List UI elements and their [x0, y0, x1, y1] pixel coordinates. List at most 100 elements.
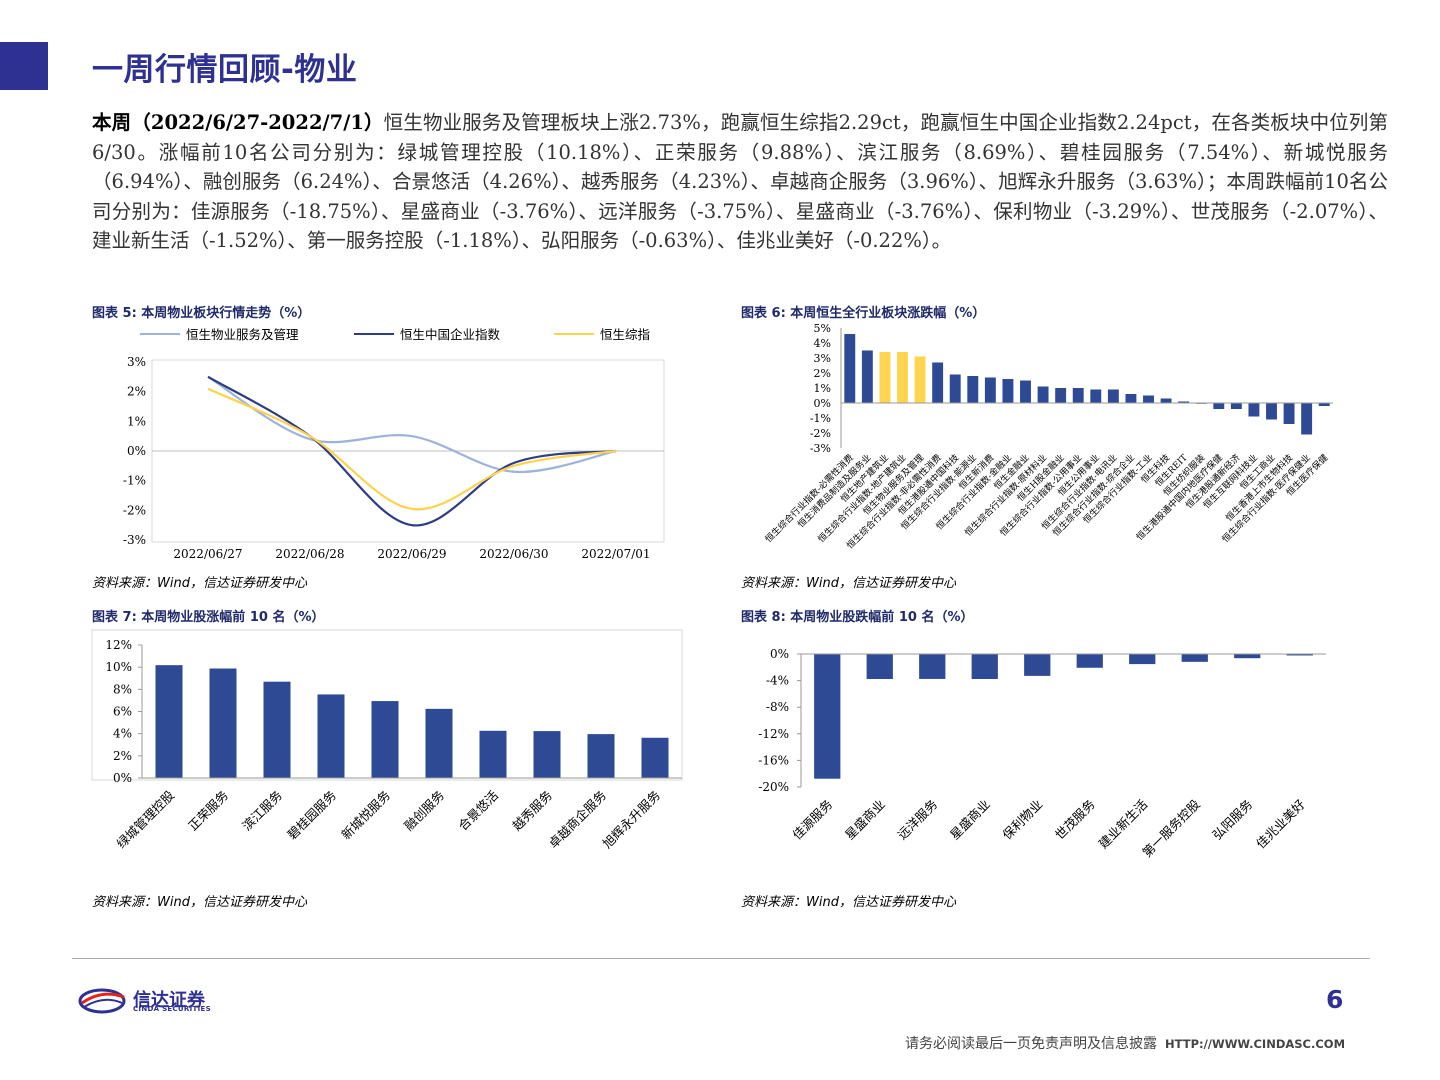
- y-tick-label: 8%: [113, 682, 132, 696]
- x-tick-label: 2022/06/30: [479, 547, 548, 561]
- bar-3: [897, 352, 908, 403]
- legend-label-1: 恒生中国企业指数: [400, 327, 501, 342]
- y-tick-label: -1%: [810, 412, 831, 425]
- y-tick-label: 0%: [113, 771, 132, 785]
- legend-label-0: 恒生物业服务及管理: [186, 327, 299, 342]
- bar-10: [1020, 380, 1031, 403]
- series-line-2: [207, 387, 617, 511]
- x-tick-label: 2022/06/29: [377, 547, 446, 561]
- bar-17: [1143, 395, 1154, 403]
- x-tick-label: 星盛商业: [947, 797, 993, 843]
- y-tick-label: -20%: [758, 780, 789, 794]
- bar-1: [209, 668, 237, 778]
- y-tick-label: 3%: [814, 352, 831, 365]
- bar-8: [984, 377, 996, 403]
- footer-divider: [72, 958, 1370, 959]
- y-tick-label: 12%: [105, 638, 132, 652]
- fig5-title: 图表 5: 本周物业板块行情走势（%）: [92, 306, 311, 321]
- bar-23: [1248, 403, 1260, 417]
- bar-3: [317, 694, 345, 778]
- cinda-logo-icon: [78, 988, 126, 1014]
- bar-18: [1160, 398, 1172, 403]
- bar-26: [1301, 403, 1313, 435]
- y-tick-label: 4%: [113, 727, 132, 741]
- bar-2: [263, 681, 291, 778]
- bar-16: [1125, 394, 1137, 403]
- fig5-source: 资料来源：Wind，信达证券研发中心: [92, 576, 307, 591]
- logo-text-en: CINDA SECURITIES: [133, 1005, 211, 1013]
- y-tick-label: 1%: [814, 382, 831, 395]
- x-tick-label: 世茂服务: [1052, 797, 1098, 843]
- bar-0: [814, 654, 841, 779]
- bar-9: [1002, 379, 1014, 403]
- y-tick-label: 3%: [127, 355, 146, 369]
- y-tick-label: 10%: [105, 660, 132, 674]
- bar-2: [919, 654, 946, 679]
- x-tick-label: 新城悦服务: [338, 788, 393, 843]
- bar-19: [1178, 401, 1190, 403]
- fig6-title: 图表 6: 本周恒生全行业板块涨跌幅（%）: [741, 306, 986, 321]
- bar-4: [371, 701, 399, 778]
- bar-4: [1024, 654, 1051, 676]
- y-tick-label: 0%: [770, 647, 789, 661]
- footer-disclaimer: 请务必阅读最后一页免责声明及信息披露 HTTP://WWW.CINDASC.COM: [905, 1033, 1345, 1053]
- summary-paragraph: 本周（2022/6/27-2022/7/1）恒生物业服务及管理板块上涨2.73%…: [92, 108, 1388, 256]
- bar-22: [1230, 403, 1242, 409]
- y-tick-label: -1%: [123, 474, 146, 488]
- corner-block: [0, 42, 48, 90]
- y-tick-label: -3%: [123, 533, 146, 547]
- bar-13: [1072, 388, 1084, 403]
- x-tick-label: 正荣服务: [185, 788, 231, 834]
- x-tick-label: 弘阳服务: [1209, 797, 1255, 843]
- bar-15: [1107, 389, 1119, 403]
- bar-0: [155, 665, 183, 778]
- page-title: 一周行情回顾-物业: [92, 52, 358, 88]
- y-tick-label: 2%: [113, 749, 132, 763]
- legend-label-2: 恒生综指: [600, 327, 650, 342]
- x-tick-label: 绿城管理控股: [113, 787, 177, 851]
- bar-9: [1286, 654, 1313, 656]
- bar-12: [1055, 388, 1067, 403]
- bar-6: [949, 374, 961, 403]
- bar-25: [1283, 403, 1295, 424]
- summary-lead: 本周（2022/6/27-2022/7/1）: [92, 111, 384, 134]
- chart-bar-all-sectors: 5%4%3%2%1%0%-1%-2%-3%恒生综合行业指数-必需性消费恒生消费品…: [763, 322, 1333, 551]
- y-tick-label: -3%: [810, 442, 831, 455]
- series-line-0: [207, 375, 617, 474]
- y-tick-label: 2%: [814, 367, 831, 380]
- y-tick-label: -12%: [758, 727, 789, 741]
- bar-27: [1318, 403, 1330, 406]
- bar-6: [1129, 654, 1156, 665]
- x-tick-label: 越秀服务: [509, 788, 555, 834]
- fig8-source: 资料来源：Wind，信达证券研发中心: [741, 895, 956, 910]
- x-tick-label: 星盛商业: [842, 797, 888, 843]
- y-tick-label: 4%: [814, 337, 831, 350]
- x-tick-label: 2022/06/27: [173, 547, 242, 561]
- y-tick-label: 2%: [127, 385, 146, 399]
- y-tick-label: -8%: [766, 700, 789, 714]
- y-tick-label: -4%: [766, 674, 789, 688]
- y-tick-label: 5%: [814, 322, 831, 335]
- fig7-source: 资料来源：Wind，信达证券研发中心: [92, 895, 307, 910]
- website-link[interactable]: HTTP://WWW.CINDASC.COM: [1165, 1037, 1346, 1051]
- x-tick-label: 融创服务: [401, 788, 447, 834]
- bar-5: [932, 362, 944, 403]
- plot-frame: [91, 629, 683, 781]
- x-tick-label: 佳兆业美好: [1253, 797, 1308, 852]
- bar-24: [1266, 403, 1277, 420]
- y-tick-label: 1%: [127, 414, 146, 428]
- bar-5: [1076, 654, 1103, 668]
- x-tick-label: 滨江服务: [239, 788, 285, 834]
- bar-0: [844, 334, 856, 403]
- x-tick-label: 佳源服务: [789, 797, 835, 843]
- page-number: 6: [1326, 985, 1344, 1014]
- bar-8: [587, 734, 615, 778]
- x-tick-label: 2022/06/28: [275, 547, 344, 561]
- bar-1: [861, 350, 873, 403]
- logo-text-cn: 信达证券: [133, 990, 205, 1011]
- y-tick-label: 0%: [814, 397, 831, 410]
- fig6-source: 资料来源：Wind，信达证券研发中心: [741, 576, 956, 591]
- bar-3: [971, 654, 998, 680]
- chart-bar-top-gainers: 12% 10% 8% 6% 4% 2% 0% 绿城管理控股 正荣服务 滨江服务 碧桂园服务 新城悦服务…: [91, 629, 683, 851]
- bar-7: [533, 731, 561, 778]
